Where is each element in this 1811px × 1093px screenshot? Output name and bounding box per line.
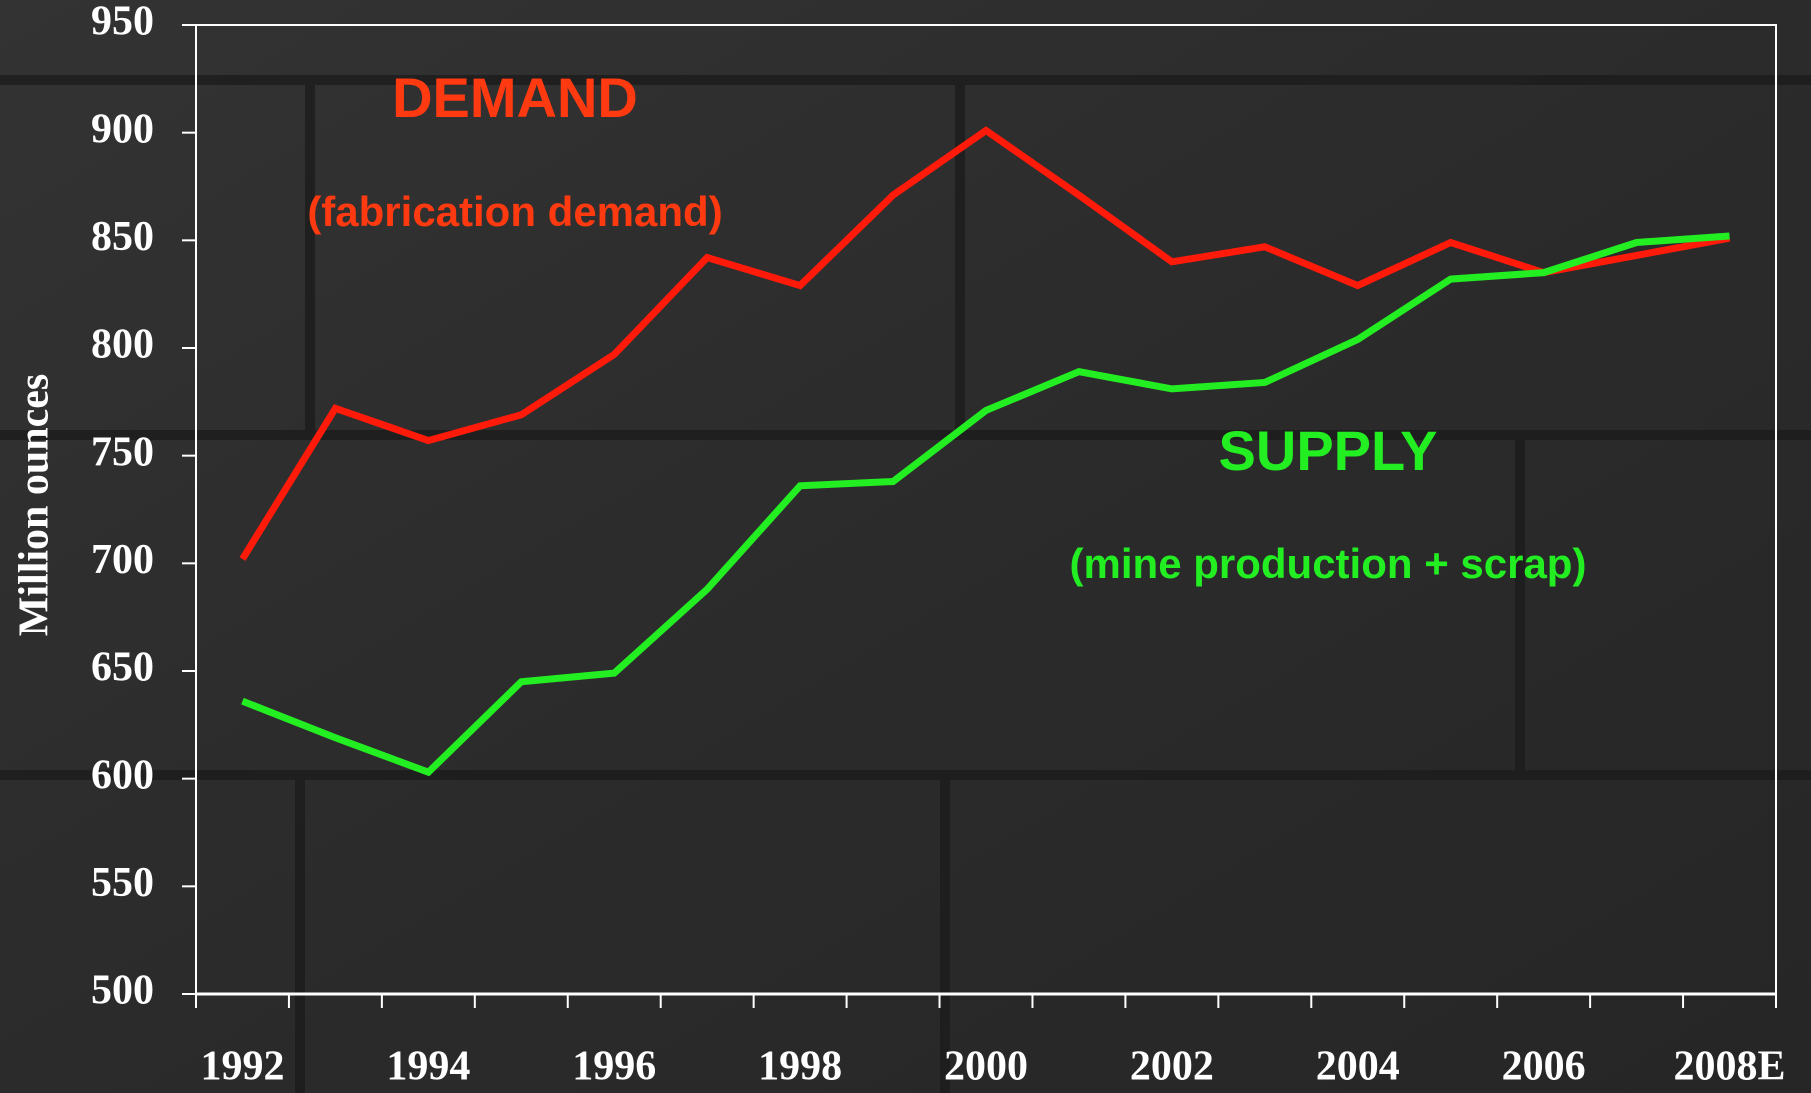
annotation: DEMAND [392, 66, 638, 129]
y-tick-label: 800 [91, 322, 154, 368]
x-tick-label: 1996 [572, 1044, 656, 1090]
y-tick-label: 650 [91, 645, 154, 691]
annotation: SUPPLY [1219, 419, 1438, 482]
y-tick-label: 950 [91, 0, 154, 45]
y-tick-label: 500 [91, 968, 154, 1014]
x-tick-label: 1998 [758, 1044, 842, 1090]
y-tick-label: 600 [91, 752, 154, 798]
y-tick-label: 900 [91, 106, 154, 152]
annotation: (mine production + scrap) [1070, 540, 1587, 587]
x-tick-label: 2006 [1502, 1044, 1586, 1090]
y-tick-label: 850 [91, 214, 154, 260]
x-tick-label: 2008E [1674, 1044, 1786, 1090]
chart: Million ounces DEMAND (fabrication deman… [0, 0, 1811, 1093]
x-tick-label: 2002 [1130, 1044, 1214, 1090]
y-axis-label: Million ounces [12, 374, 58, 637]
x-tick-label: 2000 [944, 1044, 1028, 1090]
y-tick-label: 750 [91, 429, 154, 475]
y-tick-label: 700 [91, 537, 154, 583]
x-tick-label: 1994 [386, 1044, 470, 1090]
y-tick-label: 550 [91, 860, 154, 906]
annotation: (fabrication demand) [307, 188, 722, 235]
x-tick-label: 2004 [1316, 1044, 1400, 1090]
x-tick-label: 1992 [200, 1044, 284, 1090]
